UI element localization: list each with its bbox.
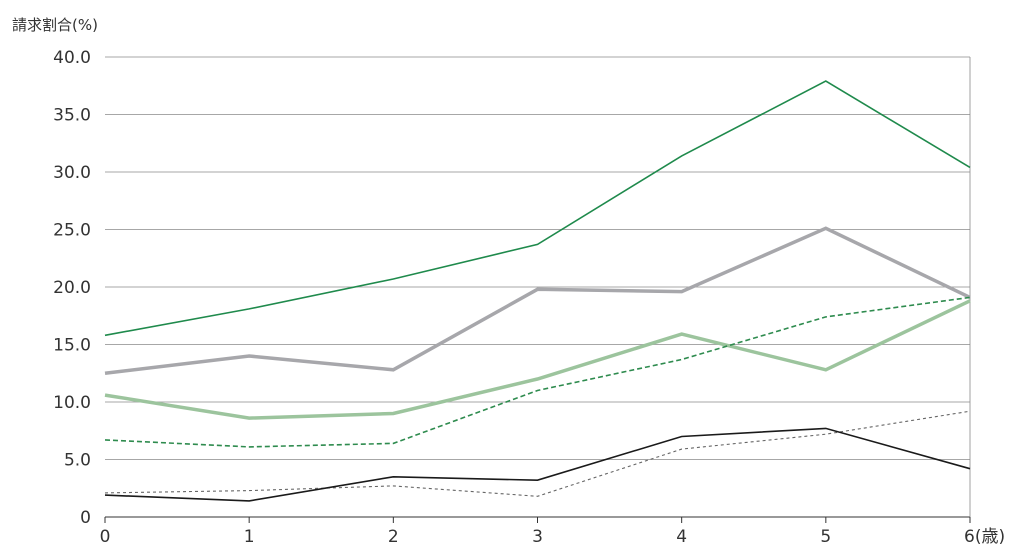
y-tick-label: 25.0 <box>53 221 91 241</box>
y-tick-label: 10.0 <box>53 393 91 413</box>
series-line-2 <box>104 226 971 376</box>
grid <box>105 56 970 460</box>
x-tick-label: 3 <box>532 527 543 547</box>
y-tick-label: 20.0 <box>53 278 91 298</box>
series-line-3 <box>104 299 971 420</box>
y-tick-label: 40.0 <box>53 48 91 68</box>
y-tick-label: 35.0 <box>53 106 91 126</box>
series-line-1 <box>104 80 971 337</box>
x-tick-label: 0 <box>100 527 111 547</box>
series-line-6 <box>104 410 971 497</box>
y-tick-label: 15.0 <box>53 336 91 356</box>
y-tick-label: 5.0 <box>64 451 91 471</box>
series-line-4 <box>104 296 971 448</box>
x-tick-label: 2 <box>388 527 399 547</box>
x-axis <box>104 57 971 523</box>
x-tick-label: 5 <box>820 527 831 547</box>
x-tick-label: 4 <box>676 527 687 547</box>
y-axis-title: 請求割合(%) <box>12 16 98 34</box>
series-line-5 <box>104 427 971 502</box>
y-tick-labels: 0 5.0 10.0 15.0 20.0 25.0 30.0 35.0 40.0 <box>53 48 91 528</box>
series-lines <box>104 80 971 502</box>
x-tick-label: 6(歳) <box>964 527 1005 547</box>
y-tick-label: 0 <box>80 508 91 528</box>
y-tick-label: 30.0 <box>53 163 91 183</box>
x-tick-labels: 0 1 2 3 4 5 6(歳) <box>100 527 1006 547</box>
x-tick-label: 1 <box>244 527 255 547</box>
